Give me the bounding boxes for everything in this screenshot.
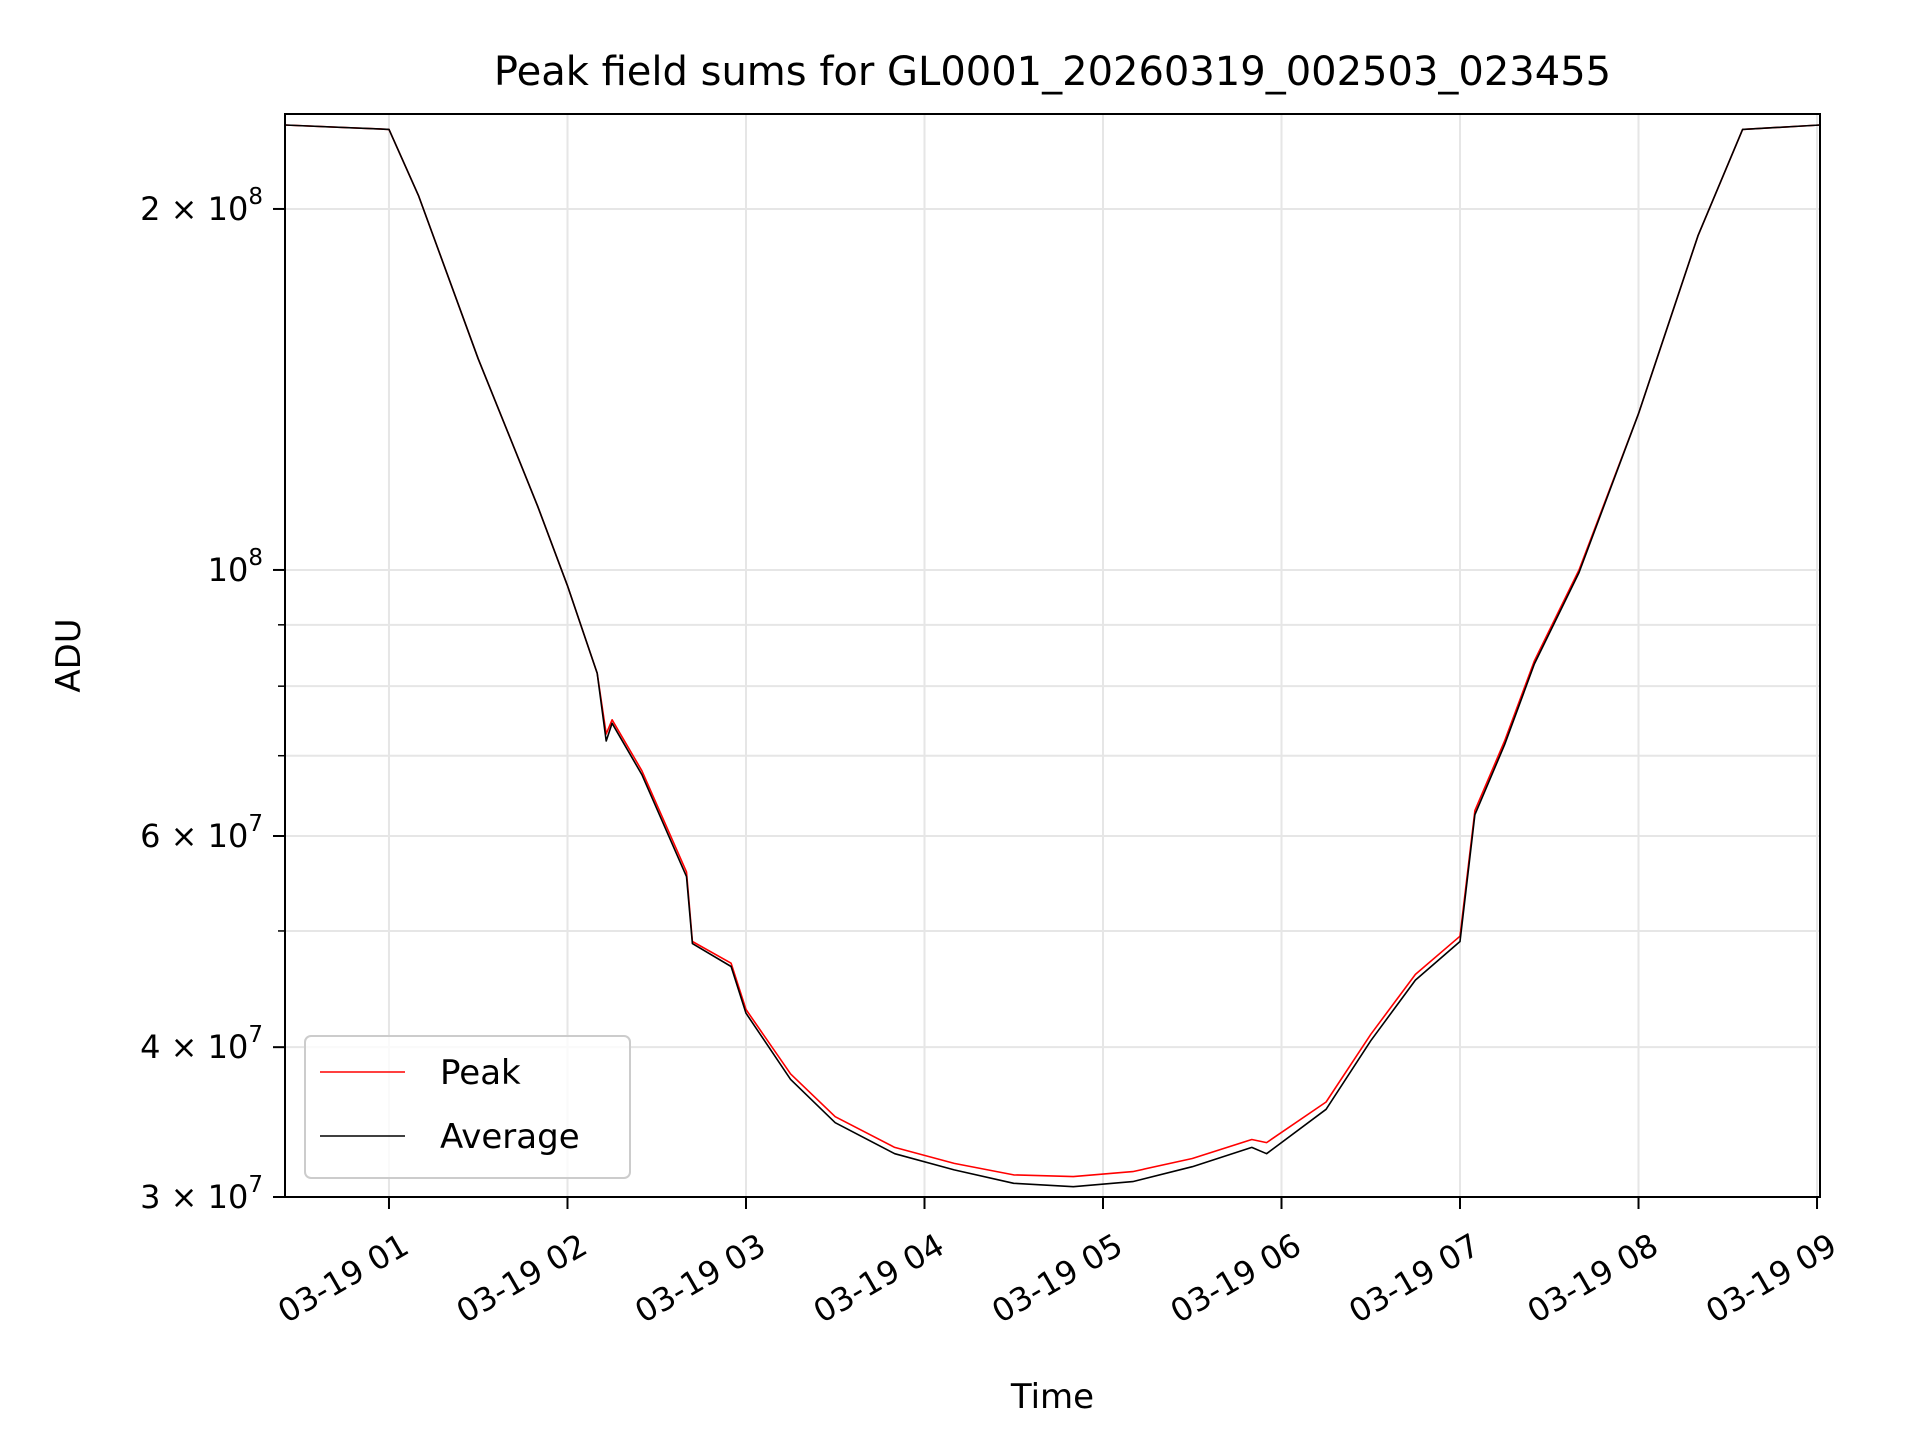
y-tick-label-base: 2 × 10	[140, 190, 248, 228]
y-tick-label: 2 × 108	[140, 184, 263, 228]
y-axis-label: ADU	[49, 618, 89, 692]
legend: Peak Average	[304, 1035, 631, 1179]
y-tick-label-exponent: 8	[248, 545, 263, 571]
y-tick-label-base: 3 × 10	[140, 1178, 248, 1216]
y-tick-label-base: 4 × 10	[140, 1028, 248, 1066]
legend-label-average: Average	[440, 1117, 580, 1157]
y-tick-label-exponent: 7	[248, 811, 263, 837]
series-layer	[285, 124, 1820, 1188]
y-tick-label: 6 × 107	[140, 811, 263, 855]
y-tick-label-exponent: 7	[248, 1022, 263, 1048]
y-tick-label: 108	[208, 545, 263, 589]
y-tick-label-base: 10	[208, 551, 249, 589]
plot-frame	[284, 113, 1821, 1198]
chart-title: Peak field sums for GL0001_20260319_0025…	[494, 49, 1611, 95]
x-axis-label: Time	[1010, 1377, 1094, 1417]
y-tick-label-exponent: 8	[248, 184, 263, 210]
y-tick-label: 4 × 107	[140, 1022, 263, 1066]
y-tick-label-exponent: 7	[248, 1172, 263, 1198]
y-tick-label-base: 6 × 10	[140, 817, 248, 855]
series-line-average	[285, 124, 1820, 1188]
legend-label-peak: Peak	[440, 1053, 521, 1093]
y-tick-label: 3 × 107	[140, 1172, 263, 1216]
